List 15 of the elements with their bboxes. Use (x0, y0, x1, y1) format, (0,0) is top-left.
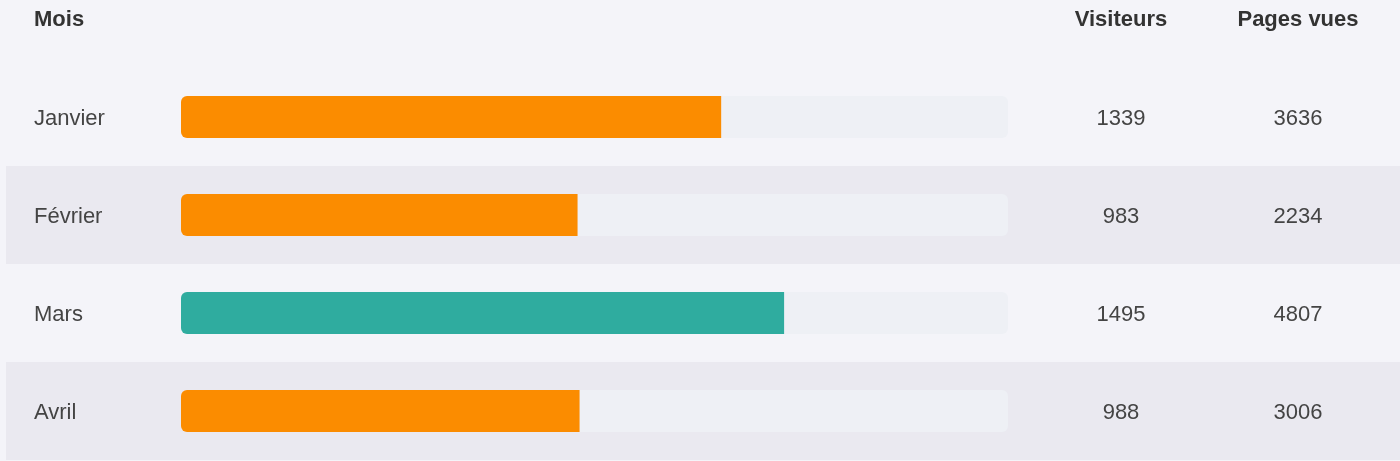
y-tick-label: Février (34, 202, 103, 228)
data-label: 1339 (1096, 104, 1146, 130)
text: Pages vues (1237, 5, 1359, 31)
text: 2234 (1273, 202, 1323, 228)
text: 3636 (1273, 104, 1323, 130)
data-label: 988 (1102, 398, 1140, 424)
text: 3006 (1273, 398, 1323, 424)
y-tick-label: Avril (34, 398, 77, 424)
y-tick-label: Janvier (34, 104, 105, 130)
data-label: 983 (1102, 202, 1140, 228)
text: 4807 (1273, 300, 1323, 326)
y-tick-label: Mars (34, 300, 83, 326)
y-axis-title: Mois (34, 5, 85, 31)
data-label: 1495 (1096, 300, 1146, 326)
text: Visiteurs (1074, 5, 1168, 31)
